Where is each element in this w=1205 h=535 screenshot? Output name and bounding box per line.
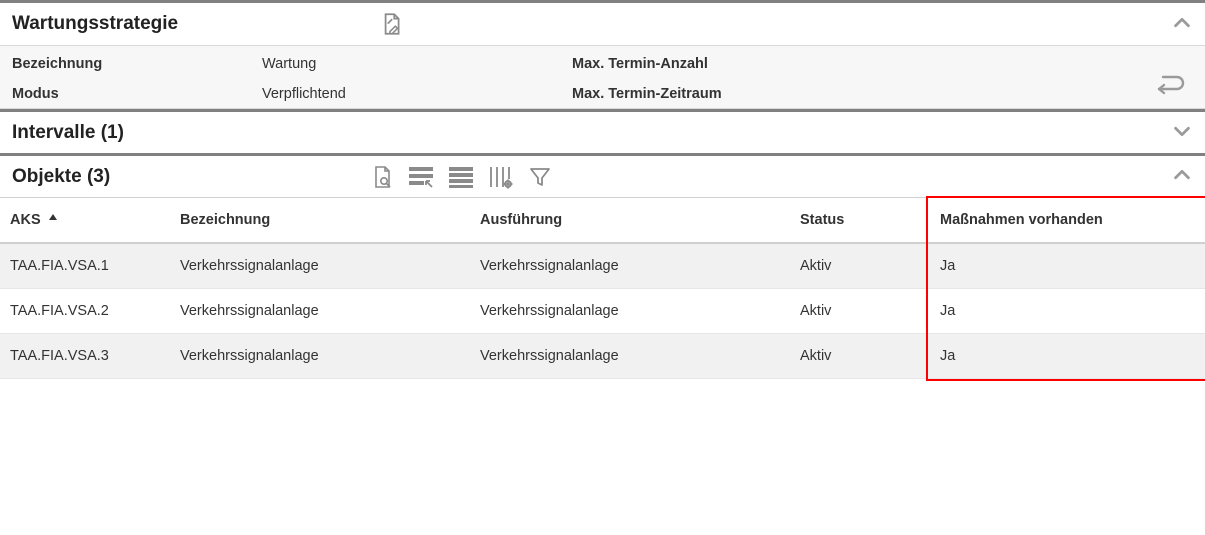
cell-mass: Ja bbox=[930, 289, 1205, 334]
objekte-panel-header[interactable]: Objekte (3) bbox=[0, 156, 1205, 197]
col-header-aks-label: AKS bbox=[10, 212, 41, 228]
row-select-icon[interactable] bbox=[408, 165, 434, 189]
col-header-aks[interactable]: AKS bbox=[0, 198, 170, 244]
collapse-icon[interactable] bbox=[1171, 164, 1193, 189]
cell-ausf: Verkehrssignalanlage bbox=[470, 334, 790, 379]
objekte-table-wrapper: AKS Bezeichnung Ausführung Status Maßnah… bbox=[0, 197, 1205, 379]
label-modus: Modus bbox=[12, 86, 262, 102]
collapse-icon[interactable] bbox=[1171, 12, 1193, 37]
filter-icon[interactable] bbox=[528, 165, 552, 189]
cell-status: Aktiv bbox=[790, 289, 930, 334]
col-header-status[interactable]: Status bbox=[790, 198, 930, 244]
intervalle-panel-header[interactable]: Intervalle (1) bbox=[0, 112, 1205, 153]
value-modus: Verpflichtend bbox=[262, 86, 572, 102]
col-header-bezeichnung[interactable]: Bezeichnung bbox=[170, 198, 470, 244]
wartung-title: Wartungsstrategie bbox=[12, 13, 178, 35]
label-bezeichnung: Bezeichnung bbox=[12, 56, 262, 72]
cell-bez: Verkehrssignalanlage bbox=[170, 243, 470, 289]
table-row[interactable]: TAA.FIA.VSA.2VerkehrssignalanlageVerkehr… bbox=[0, 289, 1205, 334]
column-settings-icon[interactable] bbox=[488, 165, 514, 189]
table-header-row: AKS Bezeichnung Ausführung Status Maßnah… bbox=[0, 198, 1205, 244]
value-max-termin-zeitraum bbox=[872, 86, 1193, 102]
cell-bez: Verkehrssignalanlage bbox=[170, 289, 470, 334]
return-icon[interactable] bbox=[1153, 71, 1187, 102]
document-search-icon[interactable] bbox=[370, 165, 394, 189]
cell-status: Aktiv bbox=[790, 243, 930, 289]
value-max-termin-anzahl bbox=[872, 56, 1193, 72]
wartung-panel-header[interactable]: Wartungsstrategie bbox=[0, 3, 1205, 45]
cell-ausf: Verkehrssignalanlage bbox=[470, 243, 790, 289]
objekte-title: Objekte (3) bbox=[12, 166, 110, 188]
cell-mass: Ja bbox=[930, 334, 1205, 379]
table-row[interactable]: TAA.FIA.VSA.1VerkehrssignalanlageVerkehr… bbox=[0, 243, 1205, 289]
label-max-termin-anzahl: Max. Termin-Anzahl bbox=[572, 56, 872, 72]
sort-asc-icon bbox=[49, 214, 57, 220]
cell-ausf: Verkehrssignalanlage bbox=[470, 289, 790, 334]
objekte-table: AKS Bezeichnung Ausführung Status Maßnah… bbox=[0, 197, 1205, 379]
edit-document-icon[interactable] bbox=[378, 11, 404, 37]
table-row[interactable]: TAA.FIA.VSA.3VerkehrssignalanlageVerkehr… bbox=[0, 334, 1205, 379]
list-view-icon[interactable] bbox=[448, 165, 474, 189]
col-header-massnahmen[interactable]: Maßnahmen vorhanden bbox=[930, 198, 1205, 244]
cell-status: Aktiv bbox=[790, 334, 930, 379]
cell-bez: Verkehrssignalanlage bbox=[170, 334, 470, 379]
expand-icon[interactable] bbox=[1171, 120, 1193, 145]
col-header-ausfuehrung[interactable]: Ausführung bbox=[470, 198, 790, 244]
cell-aks: TAA.FIA.VSA.2 bbox=[0, 289, 170, 334]
cell-aks: TAA.FIA.VSA.1 bbox=[0, 243, 170, 289]
label-max-termin-zeitraum: Max. Termin-Zeitraum bbox=[572, 86, 872, 102]
cell-aks: TAA.FIA.VSA.3 bbox=[0, 334, 170, 379]
wartung-panel-body: Bezeichnung Wartung Max. Termin-Anzahl M… bbox=[0, 45, 1205, 109]
intervalle-title: Intervalle (1) bbox=[12, 122, 124, 144]
cell-mass: Ja bbox=[930, 243, 1205, 289]
value-bezeichnung: Wartung bbox=[262, 56, 572, 72]
